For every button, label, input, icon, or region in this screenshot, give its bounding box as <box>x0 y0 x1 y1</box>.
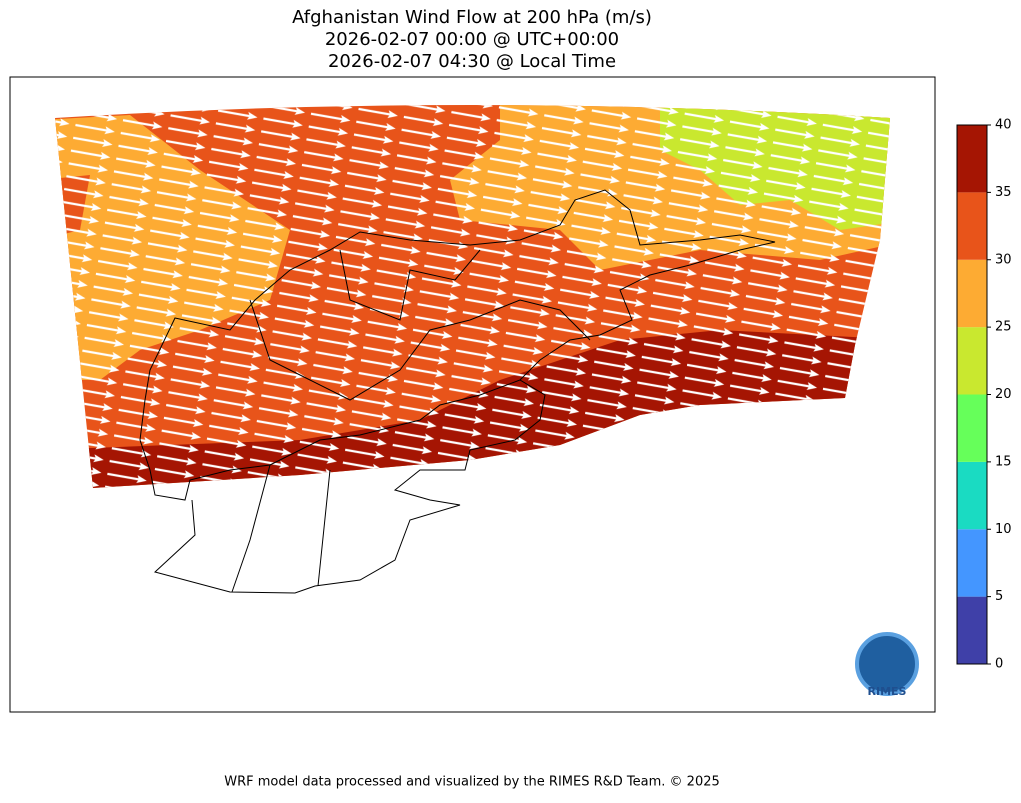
country-boundaries <box>139 189 776 594</box>
colorbar-tick-label: 5 <box>995 589 1003 604</box>
colorbar-tick-label: 0 <box>995 657 1003 672</box>
map-frame <box>9 76 936 713</box>
footer: WRF model data processed and visualized … <box>224 775 720 790</box>
colorbar-tick-label: 35 <box>995 185 1012 200</box>
colorbar-band <box>957 327 987 395</box>
colorbar-tick-label: 30 <box>995 252 1012 267</box>
colorbar-band <box>957 192 987 260</box>
title: Afghanistan Wind Flow at 200 hPa (m/s) <box>292 7 652 28</box>
colorbar-tick-label: 40 <box>995 118 1012 133</box>
logo-text: RIMES <box>868 685 907 698</box>
colorbar-tick-label: 15 <box>995 454 1012 469</box>
colorbar-band <box>957 125 987 193</box>
colorbar-band <box>957 596 987 664</box>
colorbar-tick-label: 10 <box>995 522 1012 537</box>
colorbar-band <box>957 529 987 597</box>
subtitle: 2026-02-07 00:00 @ UTC+00:00 <box>325 29 619 50</box>
colorbar-tick-label: 25 <box>995 320 1012 335</box>
subtitle: 2026-02-07 04:30 @ Local Time <box>328 51 616 72</box>
wind-field <box>55 105 890 488</box>
colorbar-band <box>957 394 987 462</box>
colorbar-tick-label: 20 <box>995 387 1012 402</box>
colorbar: 0 5 10 15 20 25 30 35 40 <box>956 118 1012 672</box>
colorbar-band <box>957 259 987 328</box>
colorbar-band <box>957 461 987 530</box>
logo: RIMES <box>855 632 919 698</box>
